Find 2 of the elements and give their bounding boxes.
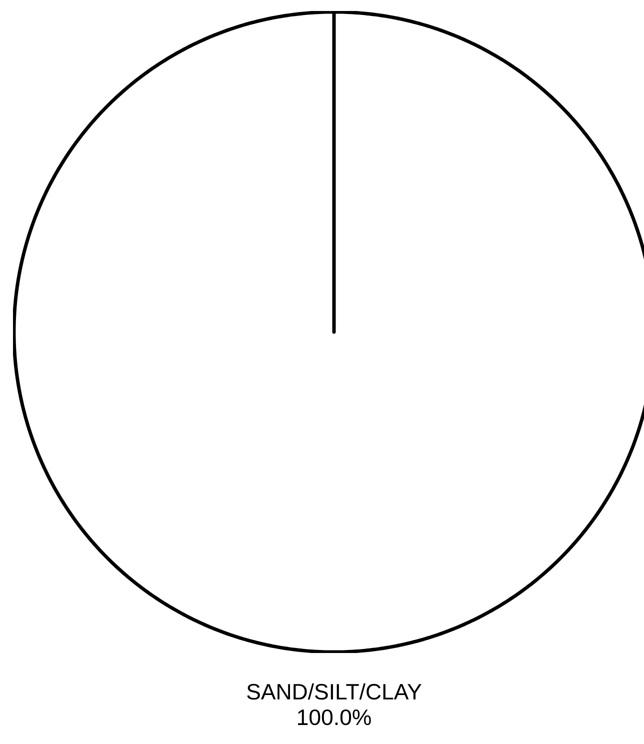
slice-label: SAND/SILT/CLAY (247, 683, 422, 700)
data-label: 100.0% (298, 709, 371, 726)
